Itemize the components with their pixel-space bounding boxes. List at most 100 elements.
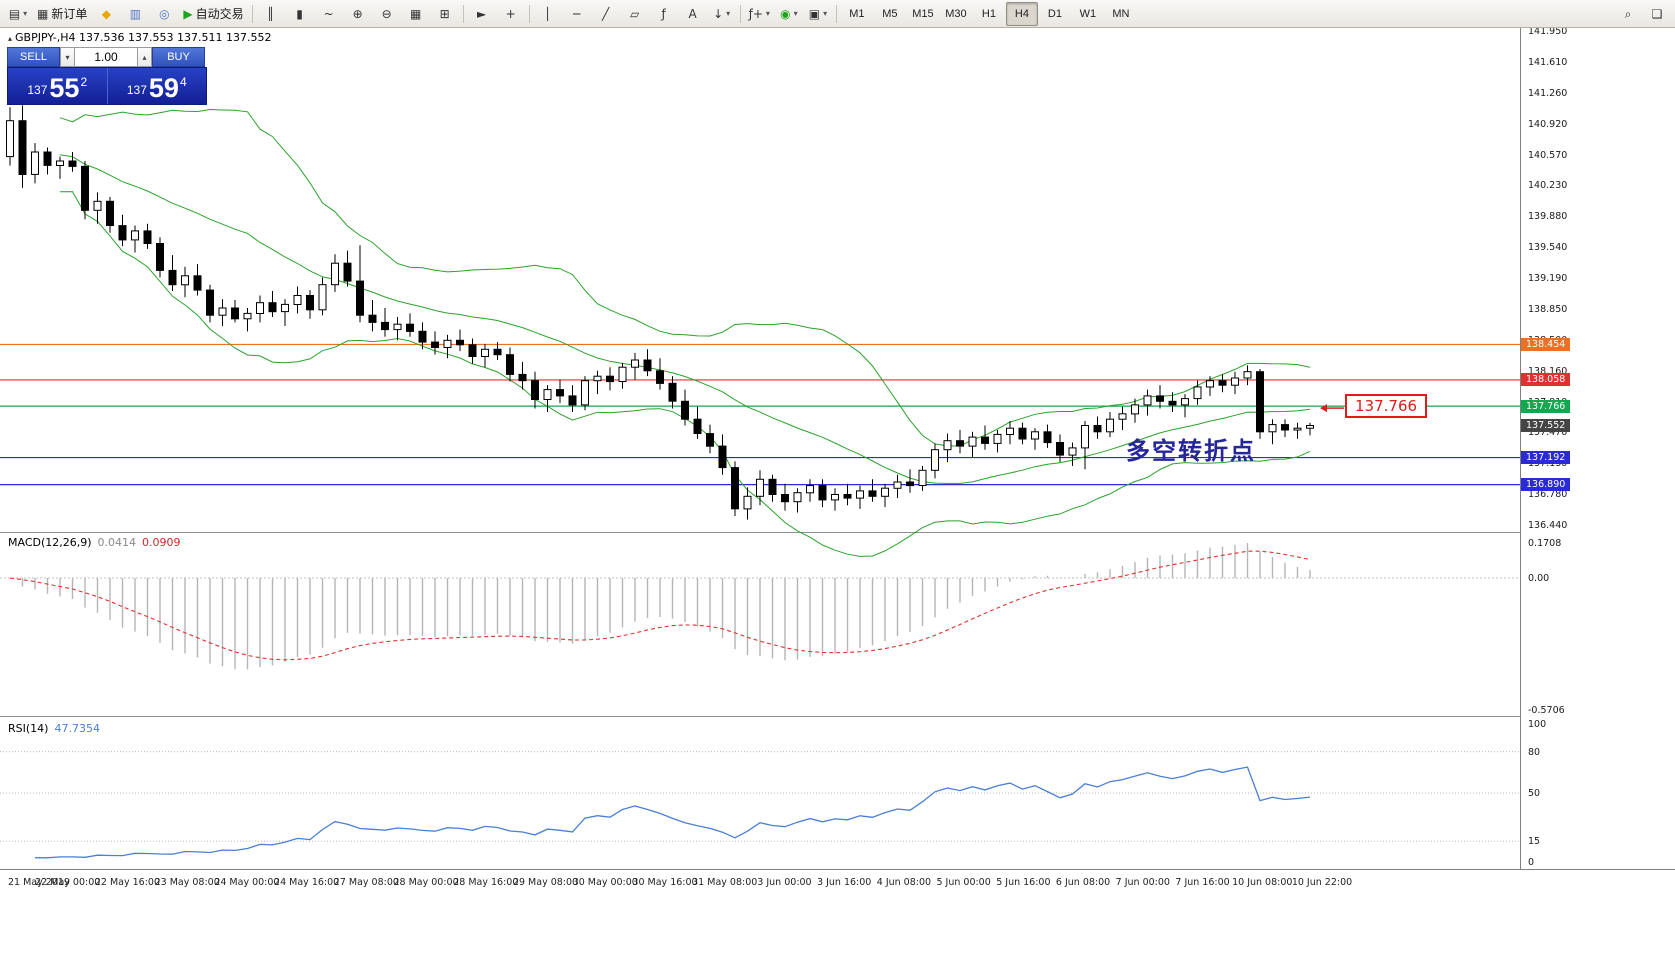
price-divider	[106, 68, 108, 104]
trendline-button[interactable]: ╱	[592, 2, 620, 26]
profiles-button[interactable]: ▥	[121, 2, 149, 26]
arrows-button[interactable]: ↓ ▾	[708, 2, 736, 26]
chart-objects-button[interactable]: ▣ ▾	[804, 2, 832, 26]
new-chart-icon: ▤	[8, 6, 21, 21]
rsi-value: 47.7354	[54, 722, 100, 735]
time-axis-label: 22 May 00:00	[35, 877, 101, 888]
time-axis-label: 3 Jun 00:00	[757, 877, 812, 888]
add-indicator-button[interactable]: ◉ ▾	[775, 2, 803, 26]
crosshair-icon: +	[505, 6, 516, 21]
profiles-icon: ▥	[129, 6, 142, 21]
cursor-button[interactable]: ►	[468, 2, 496, 26]
main-macd-separator[interactable]	[0, 531, 1675, 534]
bid-price-prefix: 137	[27, 83, 48, 97]
timeframe-m5-button[interactable]: M5	[882, 7, 898, 20]
macd-main-value: 0.0414	[97, 536, 137, 549]
grid-button[interactable]: ▦	[402, 2, 430, 26]
price-axis-label: 140.570	[1528, 149, 1568, 161]
sep3-separator	[528, 4, 530, 23]
time-axis-label: 28 May 00:00	[393, 877, 459, 888]
toolbar: ▤ ▾ ▦ 新订单 ◆ ▥ ◎ ▶ 自动交易 ║ ▮ ~ ⊕ ⊖ ▦ ⊞ ► + │ ─ ╱ ▱ ƒ A ↓ ▾ ƒ+ ▾ ◉ ▾ ▣ ▾ M1…	[0, 0, 1675, 28]
equidistant-channel-button[interactable]: ▱	[621, 2, 649, 26]
indicators-button[interactable]: ƒ+ ▾	[745, 2, 774, 26]
price-axis-label: 140.230	[1528, 180, 1568, 192]
price-tag: 138.454	[1521, 337, 1571, 351]
chart-objects-icon: ▣	[808, 6, 821, 21]
buy-button[interactable]: BUY	[152, 47, 205, 67]
sell-button[interactable]: SELL	[7, 47, 60, 67]
crosshair-button[interactable]: +	[497, 2, 525, 26]
time-axis-label: 3 Jun 16:00	[817, 877, 872, 888]
price-tag: 138.058	[1521, 373, 1571, 387]
price-axis-label: 141.950	[1528, 26, 1568, 37]
timeframe-w1-button[interactable]: W1	[1079, 7, 1097, 20]
zoom-out-button[interactable]: ⊖	[373, 2, 401, 26]
arrows-icon: ↓	[713, 6, 724, 21]
new-order-label: 新订单	[51, 7, 88, 21]
tile-windows-button[interactable]: ⊞	[431, 2, 459, 26]
timeframe-m1-button[interactable]: M1	[849, 7, 865, 20]
timeframe-d1-button[interactable]: D1	[1047, 7, 1062, 20]
volume-input[interactable]	[75, 47, 137, 67]
chart-annotation-text[interactable]: 多空转折点	[1126, 438, 1256, 465]
timeframe-m30-button[interactable]: M30	[945, 7, 967, 20]
text-icon: A	[688, 6, 697, 21]
vertical-line-button[interactable]: │	[534, 2, 562, 26]
new-chart-button[interactable]: ▤ ▾	[4, 2, 32, 26]
quick-search-button[interactable]: ⌕	[1614, 2, 1642, 26]
sep5-separator	[835, 4, 837, 23]
horizontal-line-button[interactable]: ─	[563, 2, 591, 26]
bid-price-big: 55	[49, 73, 80, 104]
time-axis-label: 31 May 08:00	[692, 877, 758, 888]
trade-panel-prices: 137 55 2 137 59 4	[7, 67, 207, 105]
volume-increase-button[interactable]: ▴	[137, 47, 152, 67]
candlestick-chart-button[interactable]: ▮	[286, 2, 314, 26]
metaeditor-button[interactable]: ◆	[92, 2, 120, 26]
time-axis-label: 7 Jun 00:00	[1115, 877, 1170, 888]
ask-price-prefix: 137	[126, 83, 147, 97]
time-axis[interactable]: 21 May 2019 22 May 00:00 22 May 16:00 23 Ma…	[0, 869, 1675, 894]
zoom-in-button[interactable]: ⊕	[344, 2, 372, 26]
grid-icon: ▦	[409, 6, 422, 21]
macd-name: MACD(12,26,9)	[8, 536, 92, 549]
line-chart-button[interactable]: ~	[315, 2, 343, 26]
data-window-button[interactable]: ◎	[150, 2, 178, 26]
time-axis-label: 5 Jun 16:00	[996, 877, 1051, 888]
price-axis[interactable]: 141.950 141.610 141.260 140.920 140.570 140.2…	[1520, 26, 1675, 869]
fibonacci-button[interactable]: ƒ	[650, 2, 678, 26]
ask-price[interactable]: 137 59 4	[108, 68, 207, 104]
timeframe-h1-button[interactable]: H1	[981, 7, 996, 20]
chart-profile-button[interactable]: ❏	[1643, 2, 1671, 26]
price-axis-label: 137.470	[1528, 427, 1568, 439]
chart-objects-caret-icon: ▾	[823, 9, 828, 18]
rsi-axis-label: 80	[1528, 746, 1541, 758]
bid-price[interactable]: 137 55 2	[8, 68, 107, 104]
price-axis-label: 136.780	[1528, 489, 1568, 501]
price-callout-label[interactable]: 137.766	[1345, 394, 1428, 419]
price-axis-label: 138.160	[1528, 365, 1568, 377]
timeframe-m15-button[interactable]: M15	[912, 7, 934, 20]
time-axis-label: 23 May 08:00	[154, 877, 220, 888]
timeframe-h4-button[interactable]: H4	[1005, 1, 1038, 26]
timeframe-mn-button[interactable]: MN	[1112, 7, 1130, 20]
macd-rsi-separator[interactable]	[0, 715, 1675, 718]
bar-chart-button[interactable]: ║	[257, 2, 285, 26]
symbol-marker-icon: ▴	[8, 34, 13, 43]
time-axis-label: 4 Jun 08:00	[876, 877, 932, 888]
time-axis-label: 30 May 00:00	[572, 877, 638, 888]
horizontal-line-icon: ─	[572, 6, 581, 21]
new-order-icon: ▦	[37, 6, 49, 21]
rsi-name: RSI(14)	[8, 722, 49, 735]
price-axis-label: 140.920	[1528, 118, 1568, 130]
add-indicator-icon: ◉	[780, 6, 791, 21]
fibonacci-icon: ƒ	[661, 6, 666, 21]
price-tag: 136.890	[1521, 478, 1571, 492]
cursor-icon: ►	[476, 6, 487, 21]
autotrading-button[interactable]: ▶ 自动交易	[179, 2, 247, 26]
rsi-axis-label: 0	[1528, 857, 1535, 868]
macd-axis-label: 0.00	[1528, 573, 1550, 584]
volume-decrease-button[interactable]: ▾	[60, 47, 75, 67]
new-order-button[interactable]: ▦ 新订单	[33, 2, 91, 26]
text-button[interactable]: A	[679, 2, 707, 26]
